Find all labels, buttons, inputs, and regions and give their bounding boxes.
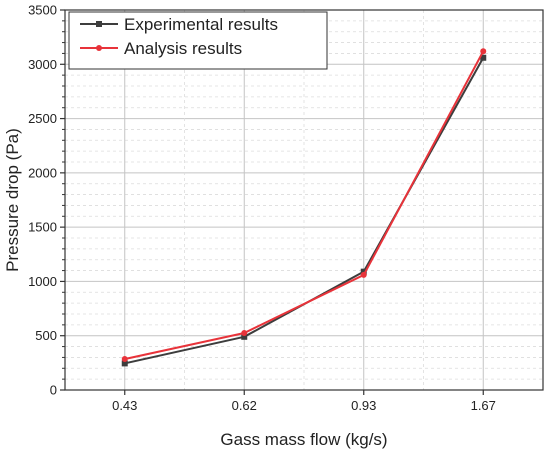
x-tick-label: 0.62 — [232, 398, 257, 413]
legend-label-experimental: Experimental results — [124, 15, 278, 34]
axis-ticks: 0 500 1000 1500 2000 2500 3000 3500 0.43 0.62 0.93… — [28, 3, 496, 414]
y-axis-title: Pressure drop (Pa) — [3, 128, 22, 272]
legend: Experimental results Analysis results — [68, 11, 328, 70]
data-point-experimental — [241, 333, 248, 340]
x-tick-label: 0.43 — [112, 398, 137, 413]
legend-marker-analysis — [96, 45, 102, 51]
data-point-experimental — [360, 268, 367, 275]
plot-frame — [64, 9, 544, 391]
y-tick-label: 1000 — [28, 274, 57, 289]
data-point-analysis — [480, 48, 487, 55]
y-tick-label: 3500 — [28, 3, 57, 18]
y-tick-label: 500 — [35, 328, 57, 343]
y-tick-label: 0 — [50, 383, 57, 398]
x-axis-title: Gass mass flow (kg/s) — [220, 430, 387, 449]
y-tick-label: 3000 — [28, 57, 57, 72]
data-point-analysis — [360, 271, 367, 278]
data-point-analysis — [241, 330, 248, 336]
x-tick-label: 1.67 — [471, 398, 496, 413]
legend-label-analysis: Analysis results — [124, 39, 242, 58]
series-group — [121, 48, 487, 367]
y-tick-label: 2500 — [28, 111, 57, 126]
legend-marker-experimental — [96, 21, 102, 27]
data-point-experimental — [121, 360, 128, 367]
y-tick-label: 2000 — [28, 165, 57, 180]
legend-box — [68, 11, 328, 70]
data-point-experimental — [480, 54, 487, 61]
x-tick-label: 0.93 — [351, 398, 376, 413]
data-point-analysis — [121, 356, 128, 363]
series-line-analysis — [124, 50, 485, 361]
y-tick-label: 1500 — [28, 220, 57, 235]
